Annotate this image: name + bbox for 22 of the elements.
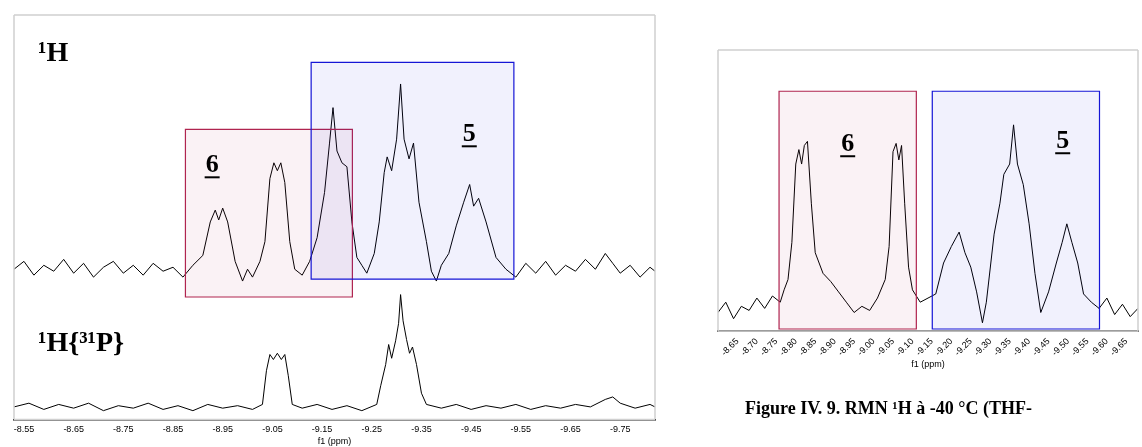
band-label: 5	[1056, 125, 1070, 155]
x-tick-label: -8.65	[63, 424, 84, 435]
chart-title: ¹H	[38, 36, 69, 67]
band-label: 6	[841, 128, 855, 158]
x-tick-label: -9.45	[460, 424, 482, 435]
band-label: 5	[462, 118, 476, 148]
x-tick-label: -9.35	[411, 424, 432, 435]
x-tick-label: -9.05	[262, 424, 283, 435]
x-axis-title: f1 (ppm)	[317, 436, 352, 447]
x-tick-label: -9.25	[361, 424, 383, 435]
x-tick-label: -8.75	[113, 424, 134, 435]
x-tick-label: -9.75	[609, 424, 631, 435]
text: Figure IV. 9. RMN ¹H à -40 °C (THF-	[745, 398, 1032, 419]
x-tick-label: -9.55	[510, 424, 532, 435]
band-label: 6	[205, 149, 219, 179]
x-tick-label: -8.55	[13, 424, 35, 435]
x-tick-label: -8.85	[162, 424, 184, 435]
x-tick-label: -9.15	[311, 424, 333, 435]
x-tick-label: -9.65	[560, 424, 581, 435]
x-tick-label: -8.95	[212, 424, 233, 435]
text: ¹H{³¹P}	[38, 326, 125, 357]
x-axis-title: f1 (ppm)	[911, 359, 945, 370]
